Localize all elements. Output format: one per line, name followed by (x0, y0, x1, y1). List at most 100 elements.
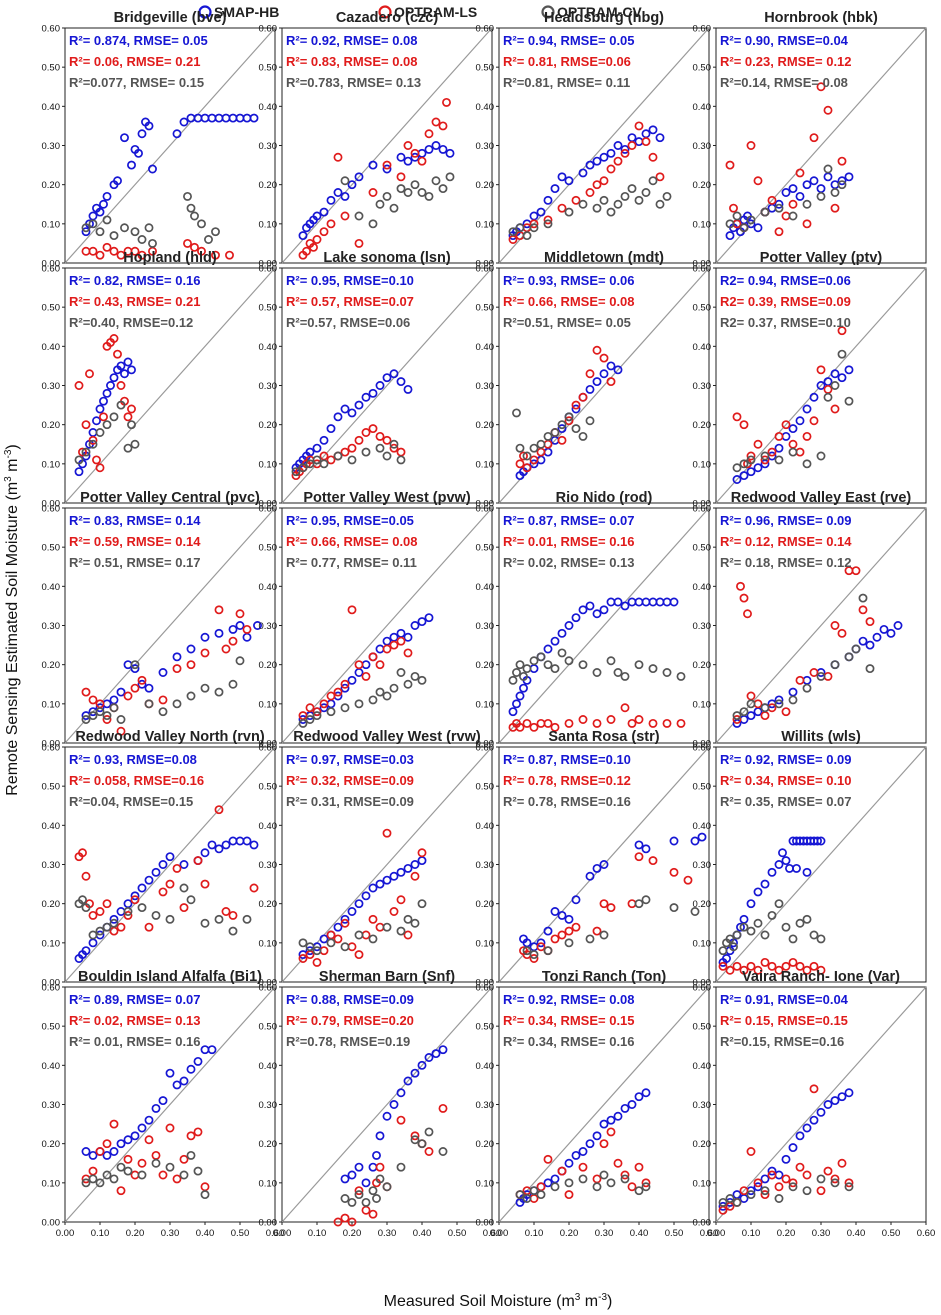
optram-ls-point (774, 431, 784, 441)
panel-stat-2: R²= 0.12, RMSE= 0.14 (720, 534, 852, 549)
optram-ls-point (592, 926, 602, 936)
optram-cv-point (592, 668, 602, 677)
y-tick-label: 0.00 (259, 499, 278, 510)
optram-cv-point (802, 459, 812, 469)
optram-ls-point (354, 435, 364, 445)
optram-cv-point (183, 191, 192, 201)
smap-hb-point (74, 467, 84, 477)
optram-cv-point (347, 455, 357, 465)
legend-marker-3 (541, 5, 555, 19)
y-tick-label: 0.20 (693, 180, 712, 191)
optram-ls-point (193, 856, 203, 866)
optram-ls-point (137, 1158, 147, 1168)
optram-ls-point (361, 671, 371, 681)
optram-cv-point (529, 223, 539, 233)
smap-hb-point (382, 373, 392, 383)
smap-hb-point (512, 699, 521, 709)
smap-hb-point (736, 922, 745, 932)
optram-ls-point (102, 899, 112, 909)
optram-cv-point (116, 400, 126, 410)
panel-stat-3: R²=0.077, RMSE= 0.15 (69, 75, 204, 90)
smap-hb-point (725, 231, 735, 241)
optram-cv-point (445, 172, 455, 182)
y-tick-label: 0.10 (693, 459, 712, 470)
smap-hb-point (753, 1182, 763, 1192)
optram-cv-point (550, 664, 560, 674)
panel-title: Bridgeville (bve) (114, 10, 227, 26)
optram-ls-point (529, 455, 539, 465)
optram-cv-point (760, 1186, 770, 1196)
x-tick-label: 0.10 (742, 1228, 761, 1239)
optram-cv-point (81, 1178, 91, 1188)
optram-cv-point (519, 671, 528, 681)
smap-hb-point (214, 844, 224, 854)
smap-hb-point (613, 597, 623, 607)
panel-stat-2: R²= 0.81, RMSE=0.06 (503, 54, 631, 69)
optram-ls-point (837, 156, 847, 166)
y-tick-label: 0.30 (693, 141, 712, 152)
optram-cv-point (396, 926, 406, 936)
optram-ls-point (123, 691, 133, 701)
y-tick-label: 0.10 (476, 459, 495, 470)
panel-stat-3: R²= 0.02, RMSE= 0.13 (503, 555, 635, 570)
smap-hb-point (564, 621, 574, 630)
optram-ls-point (165, 1123, 175, 1133)
smap-hb-point (519, 683, 528, 693)
optram-cv-point (536, 439, 546, 449)
y-tick-label: 0.40 (693, 821, 712, 832)
optram-ls-point (767, 195, 777, 205)
optram-cv-point (746, 699, 756, 709)
optram-ls-point (123, 412, 133, 422)
panel-stat-3: R²=0.81, RMSE= 0.11 (503, 75, 630, 90)
optram-cv-point (410, 1135, 420, 1145)
smap-hb-point (879, 624, 889, 634)
optram-cv-point (760, 207, 770, 217)
panel-title: Redwood Valley East (rve) (731, 490, 912, 506)
optram-cv-point (95, 926, 105, 936)
optram-cv-point (823, 392, 833, 402)
panel-17: Bouldin Island Alfalfa (Bi1)0.000.100.20… (42, 969, 285, 1239)
optram-cv-point (508, 675, 518, 685)
smap-hb-point (228, 624, 238, 634)
x-tick-label: 0.40 (196, 1228, 215, 1239)
smap-hb-point (172, 129, 182, 139)
smap-hb-point (557, 424, 567, 434)
optram-ls-point (774, 965, 784, 975)
optram-ls-point (78, 848, 87, 858)
panel-stat-1: R²= 0.874, RMSE= 0.05 (69, 33, 208, 48)
optram-ls-point (571, 400, 581, 410)
optram-ls-point (123, 910, 133, 920)
y-tick-label: 0.50 (259, 303, 278, 314)
panel-stat-2: R²= 0.32, RMSE=0.09 (286, 773, 414, 788)
optram-ls-point (319, 699, 329, 709)
optram-cv-point (179, 1170, 189, 1180)
smap-hb-point (172, 1080, 182, 1090)
y-tick-label: 0.00 (476, 259, 495, 270)
optram-ls-point (127, 404, 136, 414)
y-tick-label: 0.50 (42, 1022, 61, 1033)
optram-ls-point (305, 703, 315, 713)
optram-cv-point (669, 903, 679, 913)
optram-cv-point (340, 176, 350, 186)
y-tick-label: 0.40 (476, 1061, 495, 1072)
panel-stat-3: R²=0.51, RMSE= 0.05 (503, 315, 631, 330)
smap-hb-point (599, 152, 609, 162)
y-tick-label: 0.50 (476, 63, 495, 74)
optram-cv-point (788, 934, 798, 944)
optram-ls-point (613, 156, 623, 166)
optram-ls-point (144, 1135, 154, 1145)
optram-ls-point (312, 707, 322, 717)
y-tick-label: 0.30 (259, 381, 278, 392)
optram-ls-point (571, 195, 581, 205)
panel-14: Redwood Valley West (rvw)0.000.100.200.3… (259, 729, 493, 989)
optram-ls-point (795, 168, 805, 178)
y-tick-label: 0.60 (259, 24, 278, 35)
smap-hb-point (543, 195, 553, 205)
optram-cv-point (130, 660, 140, 670)
panel-title: Sherman Barn (Snf) (319, 969, 455, 985)
y-tick-label: 0.40 (693, 102, 712, 113)
optram-ls-point (326, 455, 336, 465)
optram-ls-point (368, 188, 378, 197)
optram-ls-point (403, 141, 413, 150)
optram-ls-point (529, 954, 539, 963)
